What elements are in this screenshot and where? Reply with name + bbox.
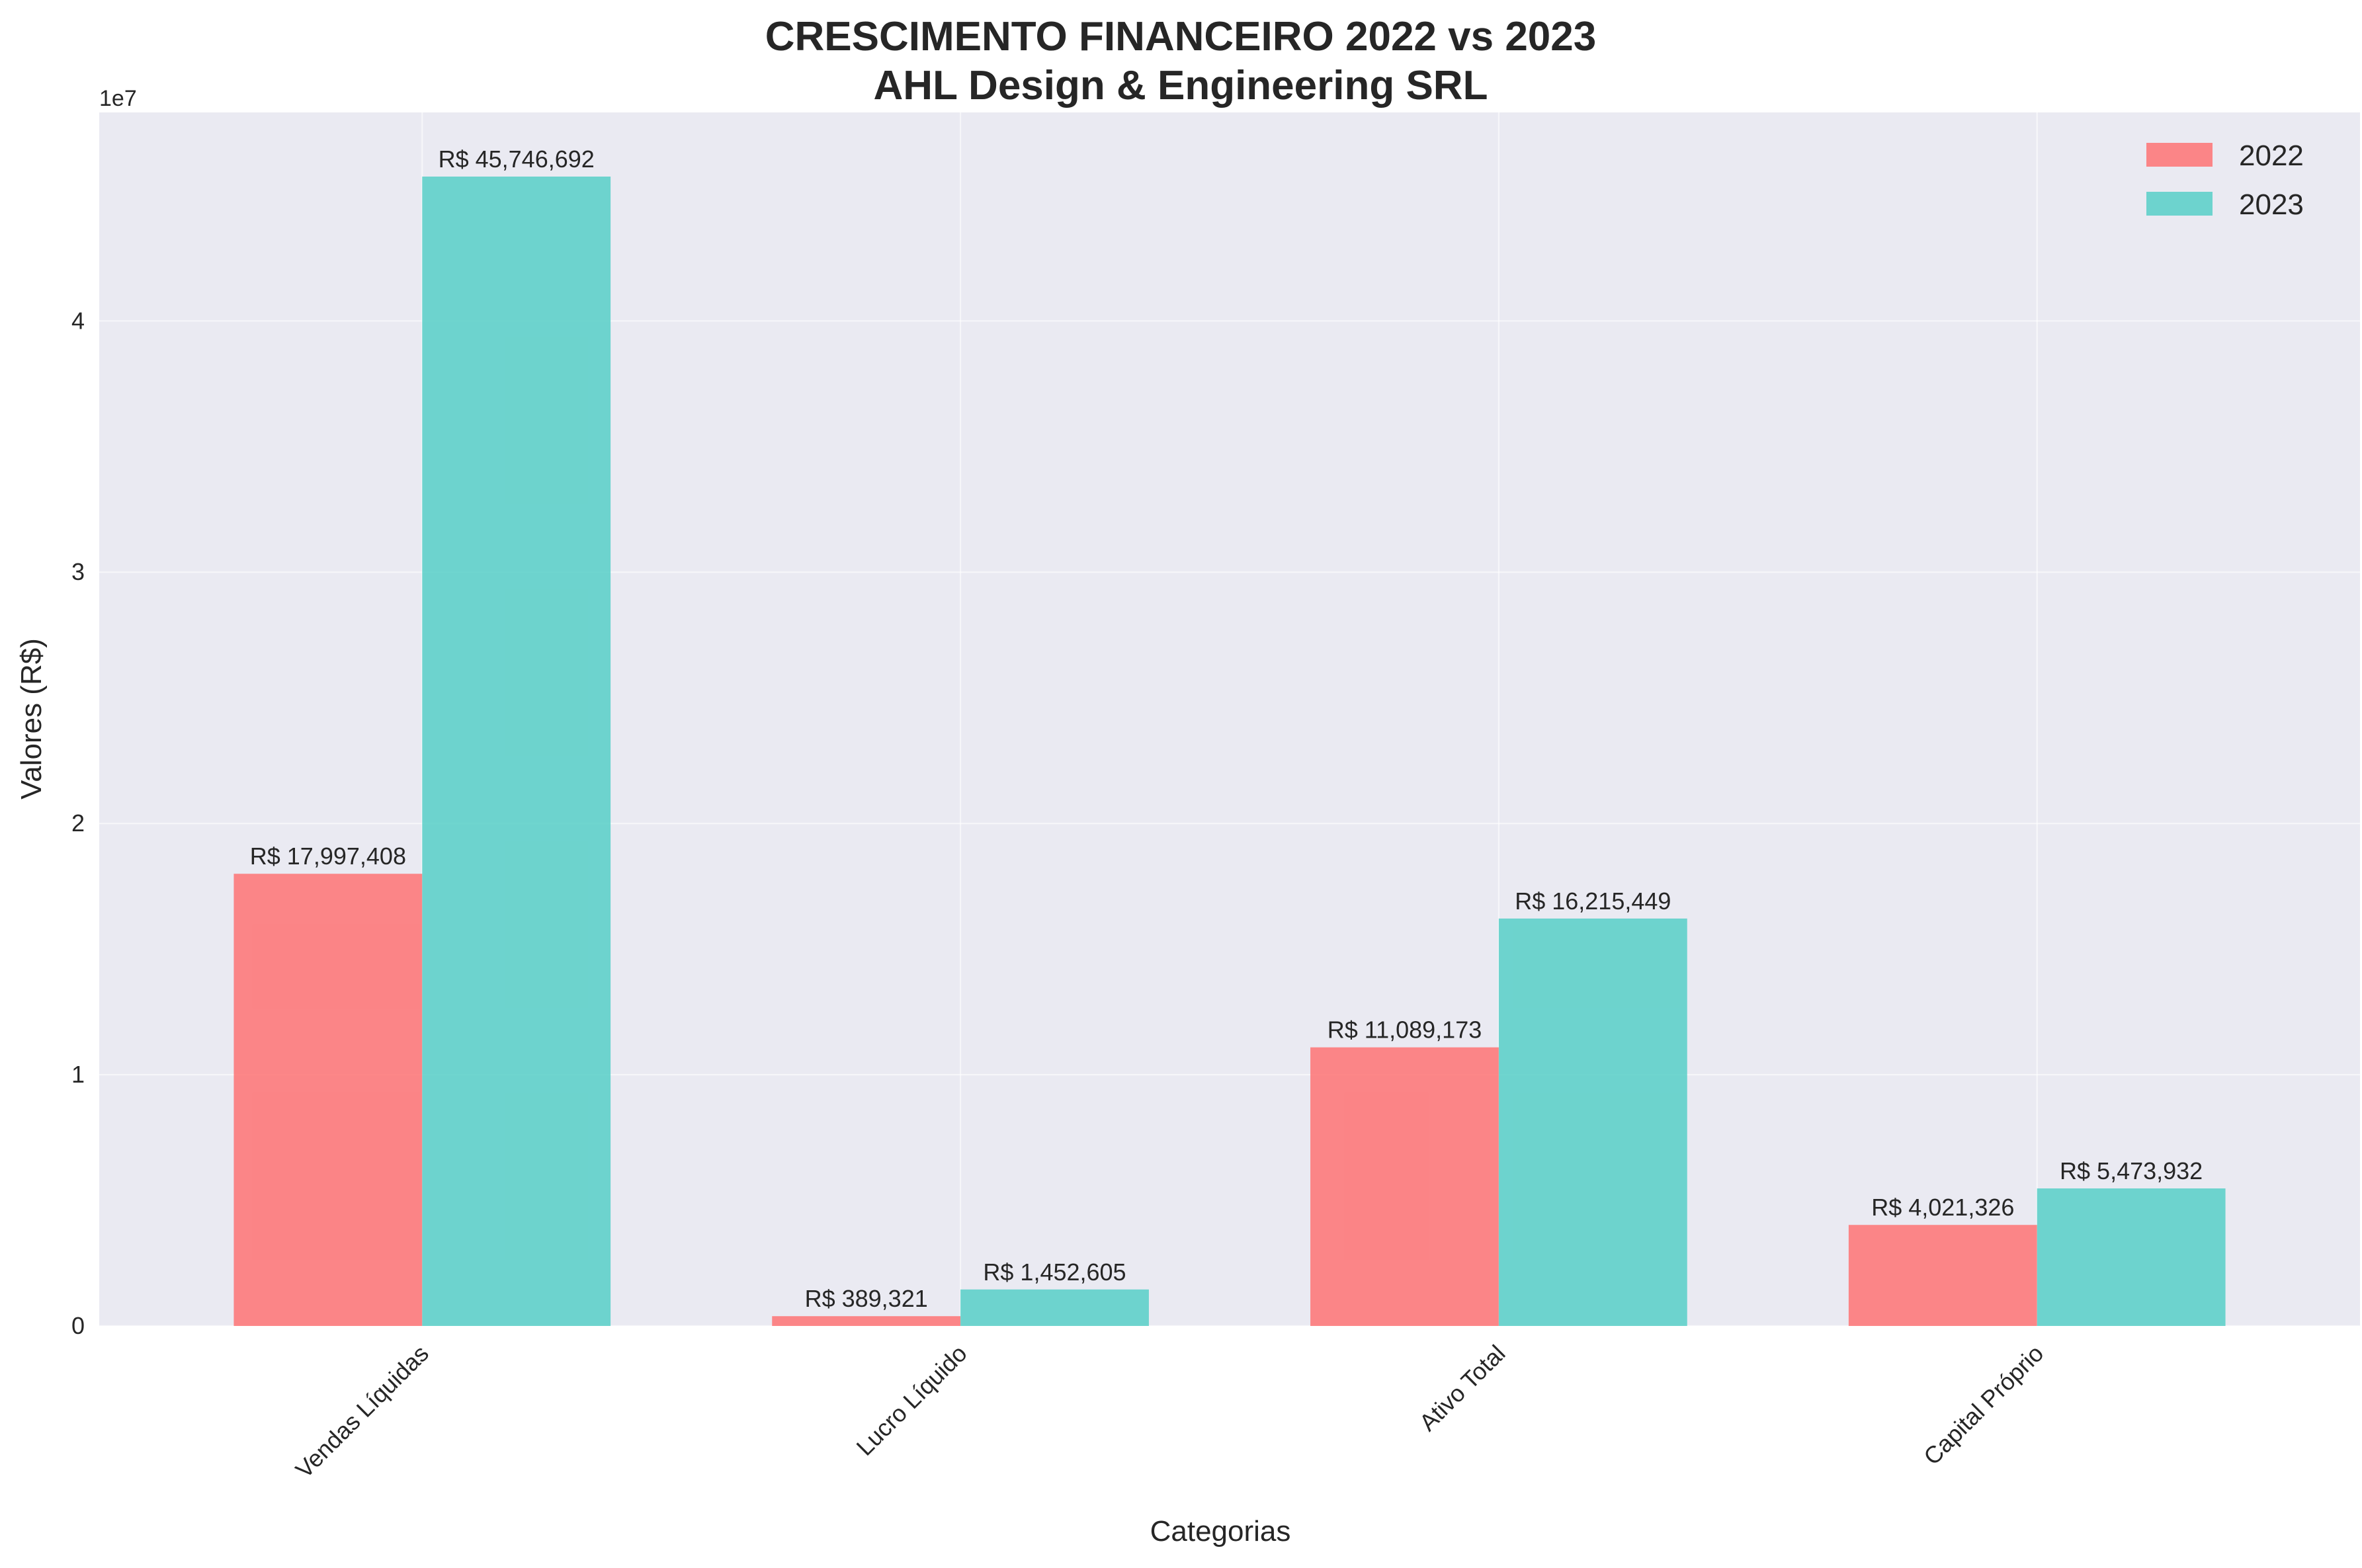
data-label-2023-3: R$ 5,473,932 bbox=[2060, 1157, 2203, 1184]
x-tick-label-0: Vendas Líquidas bbox=[290, 1340, 434, 1483]
data-label-2022-2: R$ 11,089,173 bbox=[1328, 1016, 1482, 1044]
data-label-2022-3: R$ 4,021,326 bbox=[1871, 1194, 2014, 1221]
bar-2023-2 bbox=[1498, 918, 1687, 1326]
bar-2023-3 bbox=[2037, 1188, 2226, 1326]
legend-label-2022: 2022 bbox=[2239, 140, 2304, 172]
y-axis-offset-text: 1e7 bbox=[99, 86, 137, 111]
data-labels: R$ 17,997,408 R$ 389,321 R$ 11,089,173 R$ 4… bbox=[250, 145, 2203, 1312]
legend-swatch-2022 bbox=[2146, 143, 2213, 167]
bar-2023-0 bbox=[422, 177, 611, 1327]
data-label-2023-0: R$ 45,746,692 bbox=[439, 145, 595, 173]
y-tick-label-1: 1 bbox=[71, 1061, 85, 1088]
y-axis-ticks: 0 1 2 3 4 bbox=[71, 307, 85, 1339]
bars bbox=[233, 177, 2226, 1327]
bar-2022-3 bbox=[1848, 1225, 2037, 1326]
legend: 2022 2023 bbox=[2146, 140, 2304, 221]
bar-2022-2 bbox=[1310, 1047, 1499, 1326]
bar-2023-1 bbox=[960, 1289, 1149, 1326]
y-axis-label: Valores (R$) bbox=[15, 638, 48, 800]
data-label-2023-2: R$ 16,215,449 bbox=[1515, 887, 1671, 915]
y-tick-label-0: 0 bbox=[71, 1312, 85, 1339]
data-label-2023-1: R$ 1,452,605 bbox=[983, 1259, 1126, 1286]
x-tick-label-3: Capital Próprio bbox=[1918, 1340, 2048, 1470]
chart-title-line-2: AHL Design & Engineering SRL bbox=[874, 63, 1488, 108]
data-label-2022-0: R$ 17,997,408 bbox=[250, 843, 406, 870]
x-axis-label: Categorias bbox=[1150, 1515, 1291, 1547]
x-tick-label-2: Ativo Total bbox=[1414, 1340, 1511, 1436]
y-tick-label-4: 4 bbox=[71, 307, 85, 334]
y-tick-label-3: 3 bbox=[71, 558, 85, 585]
data-label-2022-1: R$ 389,321 bbox=[805, 1285, 928, 1312]
legend-label-2023: 2023 bbox=[2239, 188, 2304, 221]
x-tick-label-1: Lucro Líquido bbox=[851, 1340, 972, 1461]
x-axis-ticks: Vendas Líquidas Lucro Líquido Ativo Total C… bbox=[290, 1340, 2049, 1483]
bar-2022-1 bbox=[772, 1316, 961, 1326]
y-tick-label-2: 2 bbox=[71, 809, 85, 837]
chart-title-line-1: CRESCIMENTO FINANCEIRO 2022 vs 2023 bbox=[765, 14, 1597, 60]
legend-swatch-2023 bbox=[2146, 192, 2213, 216]
bar-2022-0 bbox=[233, 874, 423, 1326]
